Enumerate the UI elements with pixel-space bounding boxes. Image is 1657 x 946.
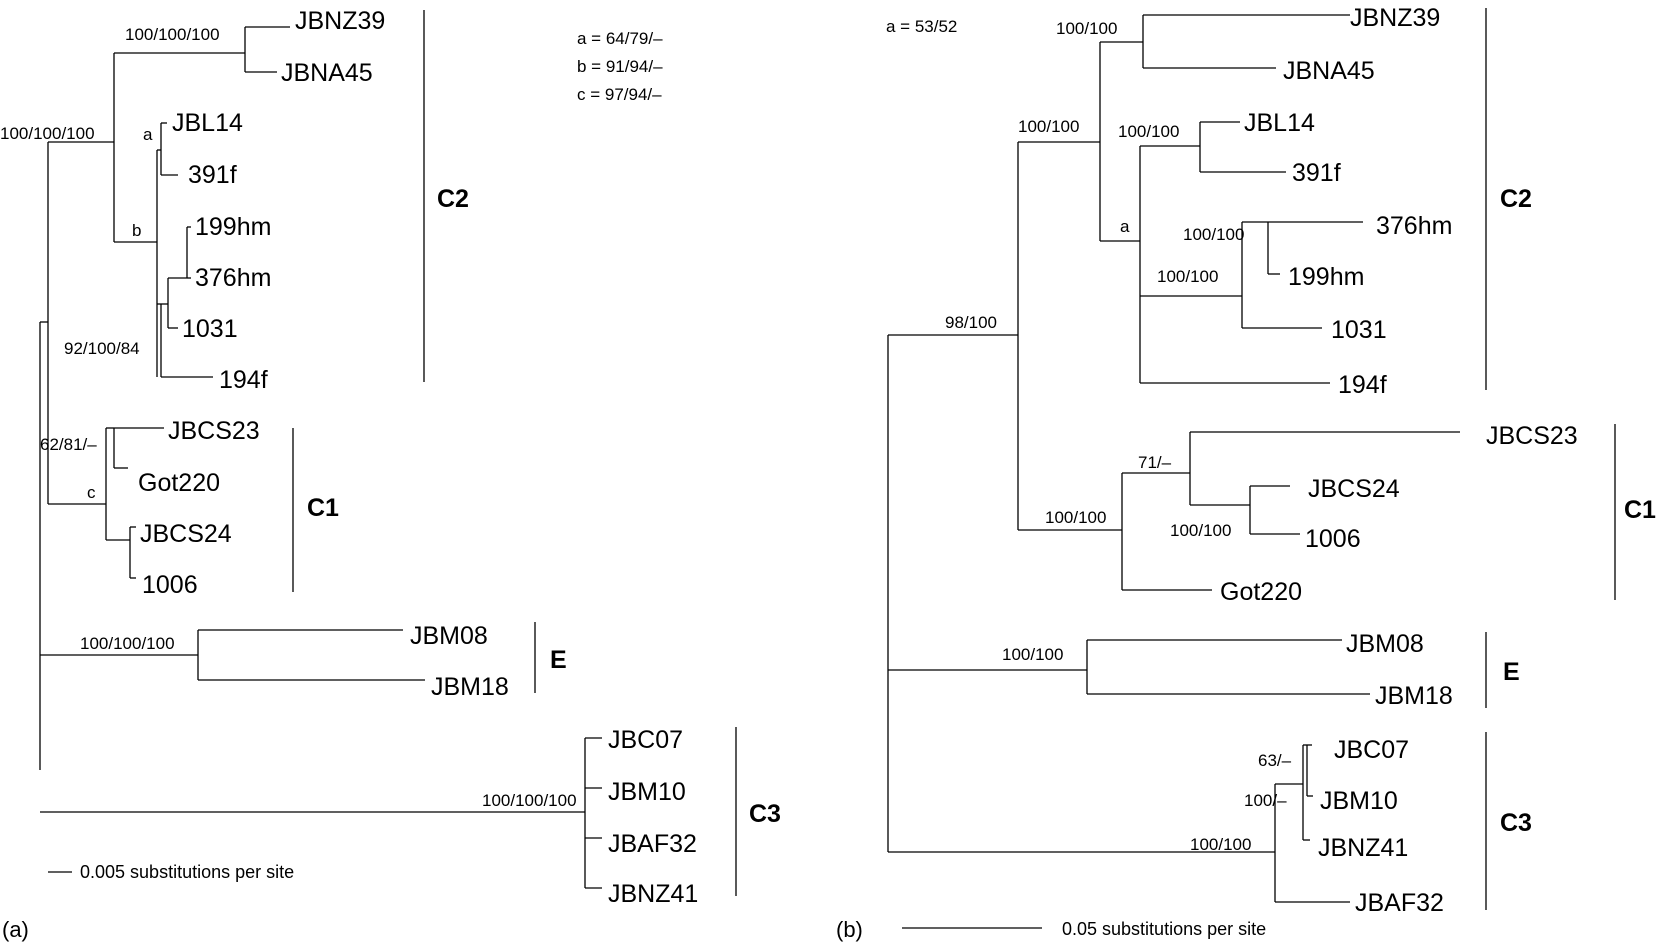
tip-label: JBM08 — [410, 622, 488, 650]
tip-label: 194f — [219, 366, 268, 394]
support-value: 100/100 — [1118, 122, 1179, 141]
panel-a-support-values: 100/100/100 100/100/100 a b 92/100/84 62… — [0, 25, 577, 810]
tip-label: 376hm — [195, 264, 271, 292]
tip-label: 1031 — [1331, 316, 1387, 344]
tip-label: JBNZ41 — [608, 880, 698, 908]
support-value: c — [87, 483, 96, 502]
panel-label-b: (b) — [836, 917, 863, 942]
legend-entry: c = 97/94/– — [577, 85, 662, 104]
tip-label: 1006 — [1305, 525, 1361, 553]
support-value: 100/– — [1244, 791, 1287, 810]
support-value: 100/100/100 — [80, 634, 175, 653]
tip-label: JBM08 — [1346, 630, 1424, 658]
tip-label: JBNZ39 — [295, 7, 385, 35]
tip-label: JBCS24 — [1308, 475, 1400, 503]
panel-a-tip-labels: JBNZ39 JBNA45 JBL14 391f 199hm 376hm 103… — [138, 7, 698, 908]
panel-b-branches — [887, 14, 1460, 929]
tip-label: JBC07 — [1334, 736, 1409, 764]
clade-label-c3: C3 — [749, 800, 781, 828]
clade-label-c2: C2 — [1500, 185, 1532, 213]
support-value: a — [1120, 217, 1130, 236]
tip-label: Got220 — [1220, 578, 1302, 606]
tip-label: 1031 — [182, 315, 238, 343]
tip-label: JBM10 — [1320, 787, 1398, 815]
panel-b-support-values: 100/100 100/100 100/100 a 100/100 100/10… — [945, 19, 1292, 854]
clade-label-c3: C3 — [1500, 809, 1532, 837]
clade-label-c2: C2 — [437, 185, 469, 213]
clade-label-e: E — [1503, 658, 1520, 686]
clade-label-e: E — [550, 646, 567, 674]
tip-label: JBC07 — [608, 726, 683, 754]
tip-label: JBNZ41 — [1318, 834, 1408, 862]
panel-a-clade-bars: C2 C1 E C3 — [292, 10, 781, 896]
support-value: 100/100 — [1183, 225, 1244, 244]
support-value: 100/100 — [1018, 117, 1079, 136]
support-value: 100/100 — [1045, 508, 1106, 527]
support-value: 92/100/84 — [64, 339, 140, 358]
tip-label: JBNA45 — [1283, 57, 1375, 85]
clade-label-c1: C1 — [307, 494, 339, 522]
panel-a-branches — [39, 26, 602, 889]
tip-label: JBL14 — [1244, 109, 1315, 137]
support-value: b — [132, 221, 141, 240]
tip-label: JBAF32 — [1355, 889, 1444, 917]
tip-label: JBCS24 — [140, 520, 232, 548]
tip-label: JBAF32 — [608, 830, 697, 858]
tip-label: JBNA45 — [281, 59, 373, 87]
panel-b-legend: a = 53/52 — [886, 17, 957, 36]
support-value: 100/100 — [1157, 267, 1218, 286]
tip-label: JBNZ39 — [1350, 4, 1440, 32]
support-value: 100/100/100 — [125, 25, 220, 44]
legend-entry: a = 64/79/– — [577, 29, 663, 48]
panel-b-clade-bars: C2 C1 E C3 — [1485, 8, 1656, 910]
tip-label: 1006 — [142, 571, 198, 599]
panel-b: JBNZ39 JBNA45 JBL14 391f 376hm 199hm 103… — [836, 4, 1656, 942]
panel-label-a: (a) — [2, 917, 29, 942]
tip-label: 199hm — [1288, 263, 1364, 291]
tip-label: JBM10 — [608, 778, 686, 806]
support-value: 100/100 — [1190, 835, 1251, 854]
tip-label: Got220 — [138, 469, 220, 497]
support-value: 100/100/100 — [482, 791, 577, 810]
clade-label-c1: C1 — [1624, 496, 1656, 524]
support-value: 71/– — [1138, 453, 1172, 472]
tip-label: 376hm — [1376, 212, 1452, 240]
support-value: 63/– — [1258, 751, 1292, 770]
panel-a: JBNZ39 JBNA45 JBL14 391f 199hm 376hm 103… — [0, 7, 781, 942]
support-value: 100/100 — [1002, 645, 1063, 664]
panel-b-tip-labels: JBNZ39 JBNA45 JBL14 391f 376hm 199hm 103… — [1220, 4, 1578, 917]
support-value: 100/100 — [1056, 19, 1117, 38]
support-value: 62/81/– — [40, 435, 97, 454]
panel-a-legend: a = 64/79/– b = 91/94/– c = 97/94/– — [577, 29, 663, 104]
tip-label: 199hm — [195, 213, 271, 241]
tip-label: JBM18 — [431, 673, 509, 701]
legend-entry: a = 53/52 — [886, 17, 957, 36]
scale-bar-label: 0.05 substitutions per site — [1062, 919, 1266, 939]
support-value: 98/100 — [945, 313, 997, 332]
tip-label: 391f — [1292, 159, 1341, 187]
support-value: a — [143, 125, 153, 144]
tip-label: JBCS23 — [1486, 422, 1578, 450]
scale-bar-label: 0.005 substitutions per site — [80, 862, 294, 882]
tip-label: JBCS23 — [168, 417, 260, 445]
tip-label: 391f — [188, 161, 237, 189]
legend-entry: b = 91/94/– — [577, 57, 663, 76]
tip-label: JBL14 — [172, 109, 243, 137]
support-value: 100/100/100 — [0, 124, 95, 143]
support-value: 100/100 — [1170, 521, 1231, 540]
tip-label: JBM18 — [1375, 682, 1453, 710]
tip-label: 194f — [1338, 371, 1387, 399]
